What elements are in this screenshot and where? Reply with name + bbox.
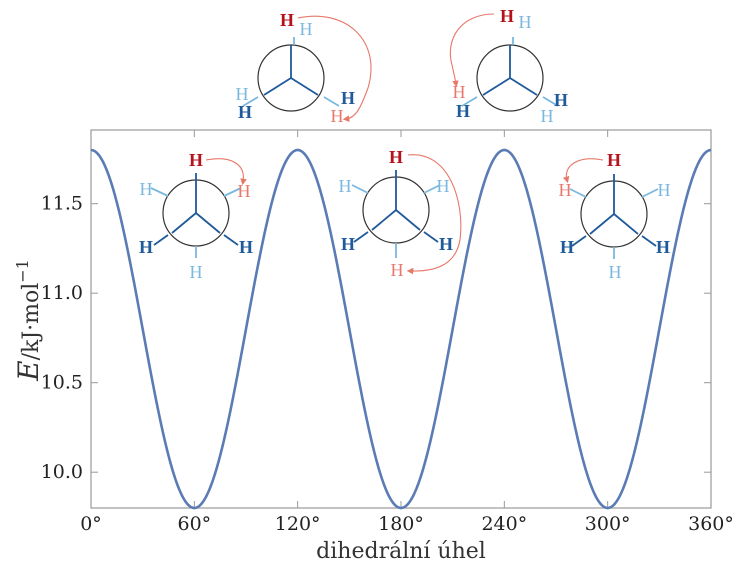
x-tick-label: 60° — [177, 513, 211, 535]
hydrogen-label: H — [236, 84, 249, 104]
y-tick-label: 10.0 — [41, 461, 83, 483]
rotation-arrow — [449, 13, 495, 88]
bond — [242, 96, 259, 107]
hydrogen-label: H — [453, 82, 466, 102]
bond — [482, 77, 511, 96]
y-axis-title-sup: −1 — [13, 259, 32, 283]
hydrogen-label: H — [389, 147, 403, 167]
x-tick-label: 360° — [688, 513, 734, 535]
bond — [569, 188, 587, 198]
bond — [423, 184, 441, 194]
bond — [223, 234, 239, 246]
hydrogen-label: H — [280, 10, 294, 30]
bond — [223, 187, 242, 197]
hydrogen-label: H — [559, 180, 572, 200]
y-axis-title-italic: E — [12, 360, 45, 381]
hydrogen-label: H — [607, 150, 621, 170]
hydrogen-label: H — [456, 101, 470, 121]
x-tick-label: 0° — [80, 513, 102, 535]
hydrogen-label: H — [437, 176, 450, 196]
hydrogen-label: H — [238, 181, 251, 201]
hydrogen-label: H — [239, 237, 253, 257]
x-axis: 0° 60° 120° 180° 240° 300° 360° — [80, 130, 734, 535]
bond — [153, 234, 169, 246]
newman-projection-180: H H H H H H — [339, 147, 462, 280]
hydrogen-label: H — [139, 237, 153, 257]
x-tick-label: 240° — [481, 513, 527, 535]
hydrogen-label: H — [391, 260, 404, 280]
y-tick-label: 10.5 — [41, 372, 83, 394]
y-axis: 10.0 10.5 11.0 11.5 — [41, 193, 711, 483]
bond — [509, 77, 538, 96]
y-tick-label: 11.0 — [41, 282, 83, 304]
bond — [171, 212, 197, 234]
bond — [641, 188, 659, 198]
series-layer — [90, 148, 712, 510]
hydrogen-label: H — [339, 176, 352, 196]
bond — [263, 77, 292, 96]
y-axis-title-unit: /kJ·mol — [19, 283, 44, 361]
plot-frame — [90, 129, 712, 509]
bond — [323, 96, 340, 107]
rotation-arrow — [406, 154, 462, 275]
rotation-arrow — [297, 15, 372, 122]
bond — [423, 231, 439, 243]
hydrogen-label: H — [238, 102, 252, 122]
hydrogen-label: H — [560, 237, 574, 257]
hydrogen-label: H — [190, 262, 203, 282]
bond — [613, 213, 639, 235]
bond — [290, 77, 319, 96]
y-axis-title: E/kJ·mol−1 — [12, 259, 45, 382]
bond — [589, 213, 615, 235]
bond — [150, 187, 169, 197]
hydrogen-label: H — [541, 106, 554, 126]
hydrogen-label: H — [656, 237, 670, 257]
series-line — [90, 148, 712, 510]
hydrogen-label: H — [658, 180, 671, 200]
bond — [461, 96, 478, 107]
rotation-arrow — [205, 158, 247, 186]
hydrogen-label: H — [341, 88, 355, 108]
hydrogen-label: H — [519, 12, 532, 32]
hydrogen-label: H — [341, 234, 355, 254]
hydrogen-label: H — [554, 90, 568, 110]
bond — [351, 184, 369, 194]
y-tick-label: 11.5 — [41, 193, 83, 215]
bond — [195, 212, 221, 234]
x-tick-label: 120° — [275, 513, 321, 535]
bond — [353, 231, 369, 243]
bond — [542, 96, 559, 107]
hydrogen-label: H — [189, 150, 203, 170]
bond — [571, 235, 587, 247]
x-axis-title: dihedrální úhel — [316, 539, 486, 564]
hydrogen-label: H — [300, 19, 313, 39]
x-tick-label: 180° — [378, 513, 424, 535]
rotation-arrow — [562, 158, 604, 184]
bond — [395, 209, 421, 231]
x-tick-label: 300° — [585, 513, 631, 535]
bond — [641, 235, 657, 247]
hydrogen-label: H — [331, 106, 344, 126]
newman-projection-60: H H H H H H — [139, 150, 253, 282]
hydrogen-label: H — [140, 179, 153, 199]
hydrogen-label: H — [609, 262, 622, 282]
newman-projection-300: H H H H H H — [559, 150, 671, 282]
hydrogen-label: H — [500, 6, 514, 26]
hydrogen-label: H — [439, 234, 453, 254]
bond — [371, 209, 397, 231]
